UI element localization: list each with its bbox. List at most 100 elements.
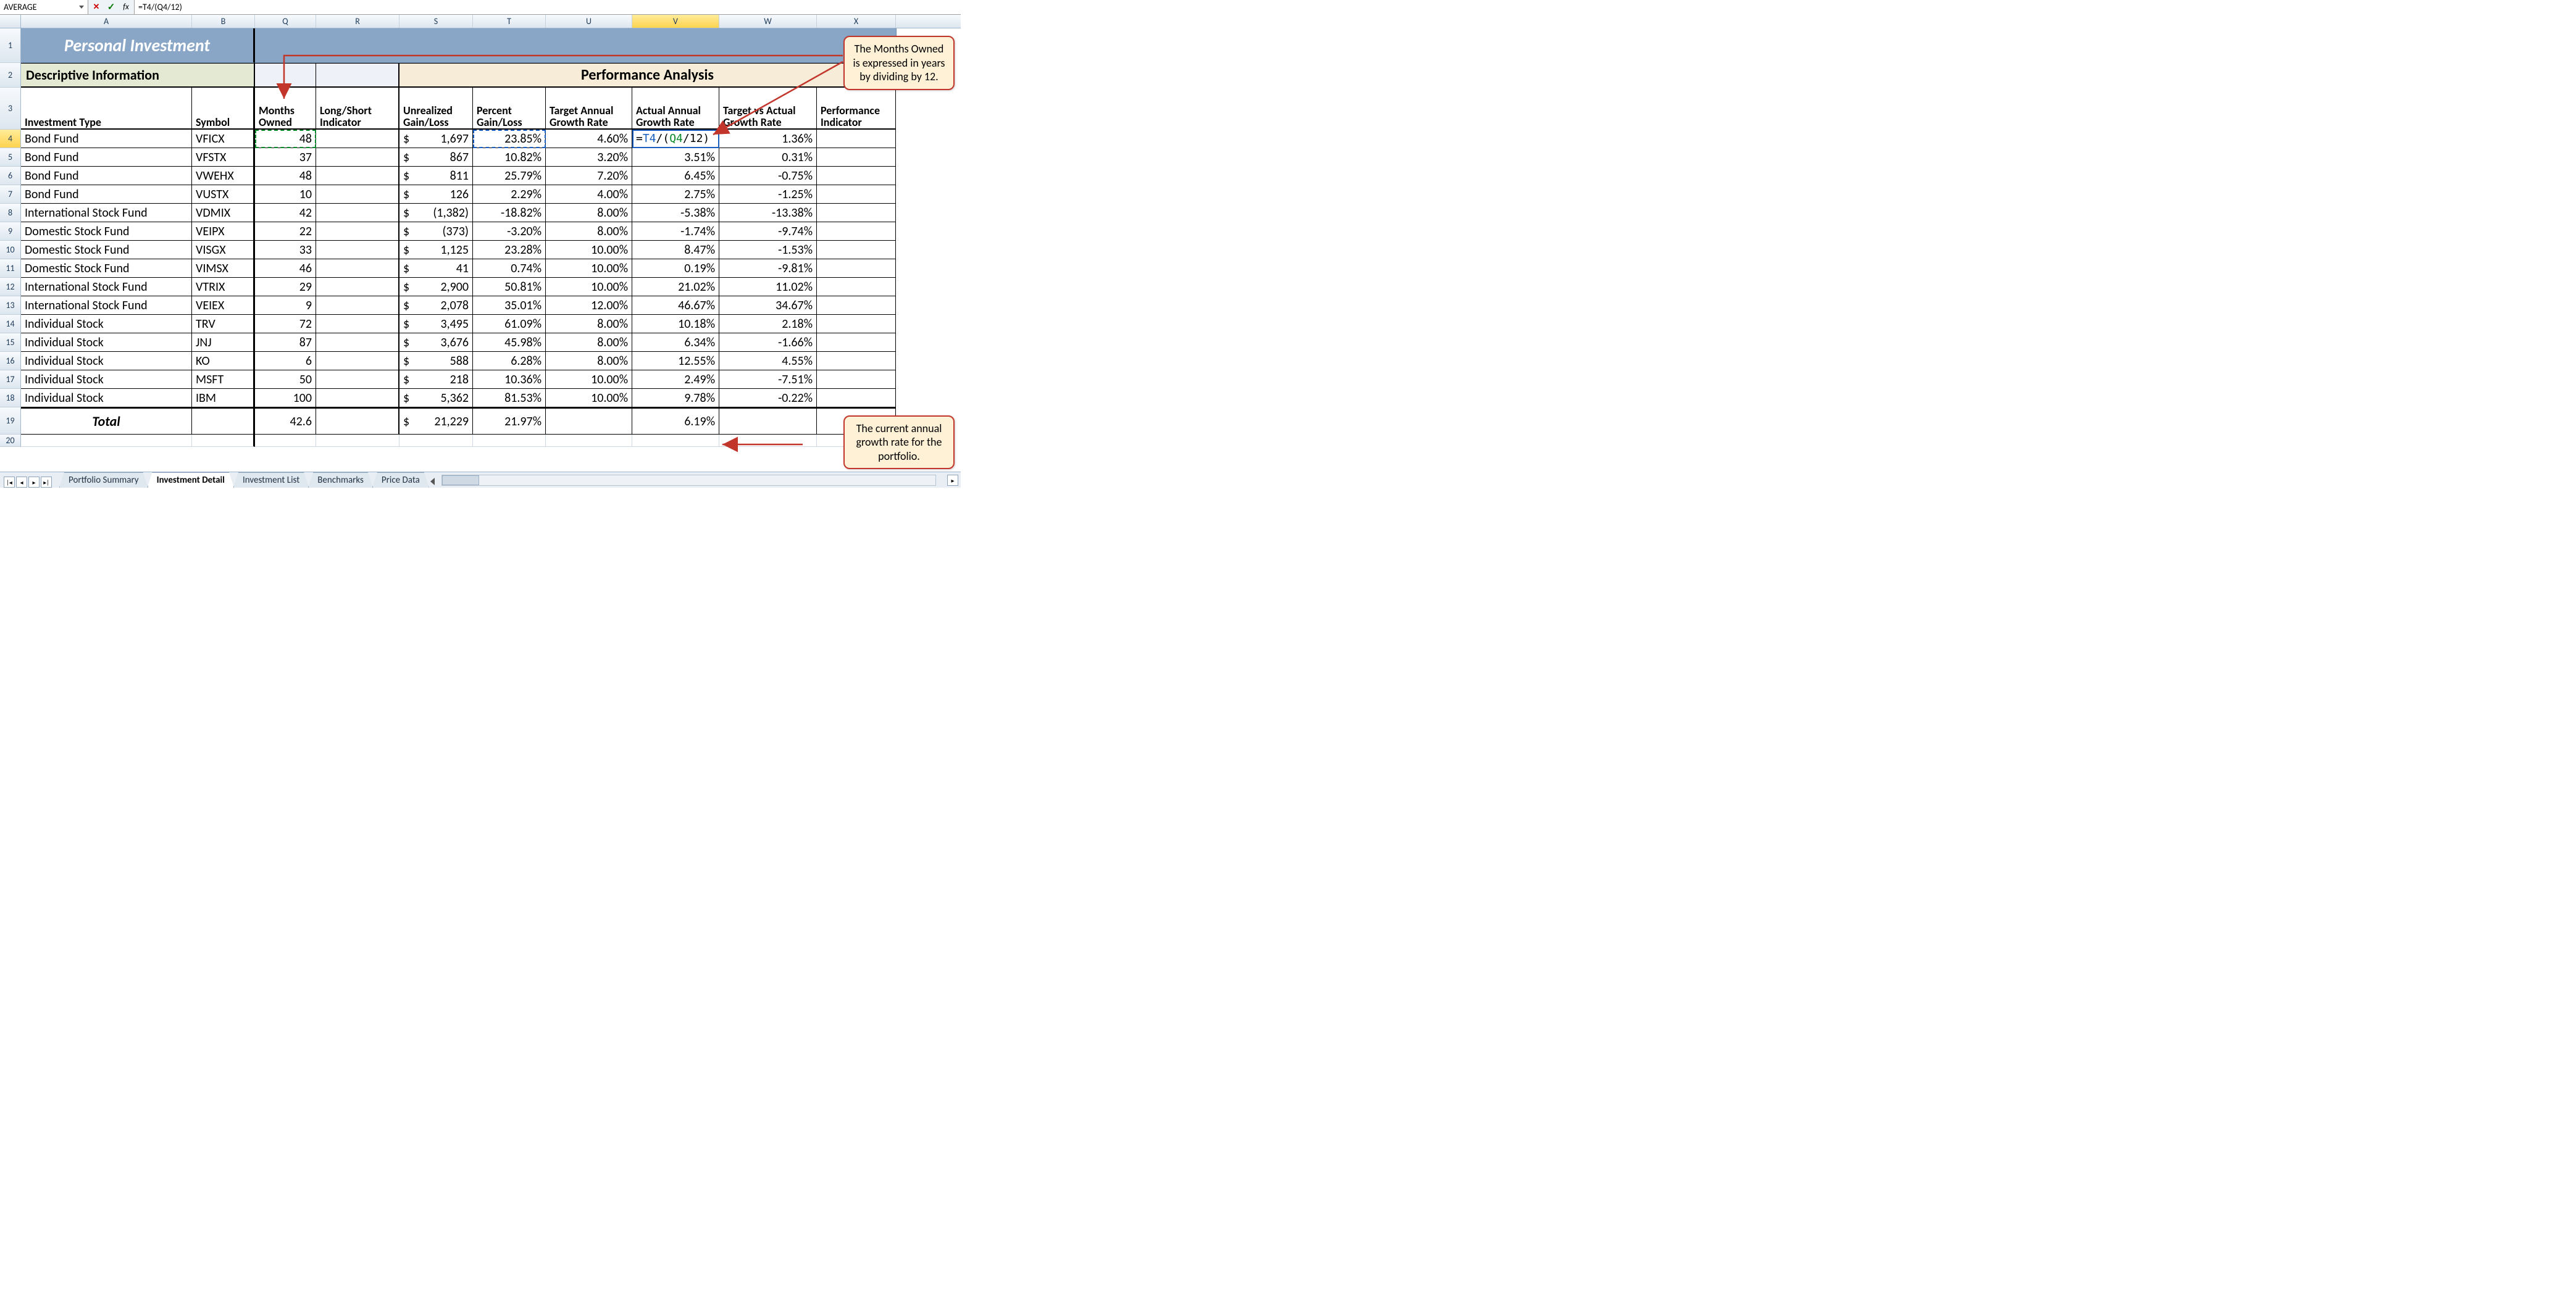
cell-symbol[interactable]: VIMSX <box>192 259 255 278</box>
col-header-U[interactable]: U <box>546 15 632 28</box>
cell-long-short[interactable] <box>316 315 399 333</box>
header-months-owned[interactable]: Months Owned <box>255 88 316 130</box>
cell-target-vs-actual[interactable]: -9.81% <box>719 259 817 278</box>
row-header-12[interactable]: 12 <box>0 278 21 296</box>
cell-investment-type[interactable]: Individual Stock <box>21 333 192 352</box>
blank-T20[interactable] <box>473 435 546 447</box>
cell-target-growth[interactable]: 8.00% <box>546 315 632 333</box>
cell-actual-growth[interactable]: 3.51% <box>632 148 719 167</box>
row-header-19[interactable]: 19 <box>0 407 21 435</box>
cell-perf-indicator[interactable] <box>817 296 896 315</box>
row-header-8[interactable]: 8 <box>0 204 21 222</box>
row-header-18[interactable]: 18 <box>0 389 21 407</box>
blank-Q20[interactable] <box>255 435 316 447</box>
blank-B20[interactable] <box>192 435 255 447</box>
cell-investment-type[interactable]: Bond Fund <box>21 185 192 204</box>
cell-percent[interactable]: 0.74% <box>473 259 546 278</box>
cell-perf-indicator[interactable] <box>817 167 896 185</box>
cell-target-vs-actual[interactable]: -7.51% <box>719 370 817 389</box>
tab-nav-next-icon[interactable]: ▸ <box>28 477 40 488</box>
cell-months-owned[interactable]: 6 <box>255 352 316 370</box>
row-header-16[interactable]: 16 <box>0 352 21 370</box>
cell-months-owned[interactable]: 33 <box>255 241 316 259</box>
cell-months-owned[interactable]: 100 <box>255 389 316 407</box>
cell-percent[interactable]: 10.82% <box>473 148 546 167</box>
cell-percent[interactable]: 35.01% <box>473 296 546 315</box>
cell-target-vs-actual[interactable]: -9.74% <box>719 222 817 241</box>
cell-months-owned[interactable]: 29 <box>255 278 316 296</box>
cell-symbol[interactable]: VISGX <box>192 241 255 259</box>
cell-actual-growth[interactable]: 8.47% <box>632 241 719 259</box>
cell-months-owned[interactable]: 42 <box>255 204 316 222</box>
cell-symbol[interactable]: VWEHX <box>192 167 255 185</box>
cell-long-short[interactable] <box>316 296 399 315</box>
cell-investment-type[interactable]: Bond Fund <box>21 148 192 167</box>
total-label-cell[interactable]: Total <box>21 407 192 435</box>
cell-months-owned[interactable]: 50 <box>255 370 316 389</box>
cell-perf-indicator[interactable] <box>817 259 896 278</box>
cell-perf-indicator[interactable] <box>817 148 896 167</box>
cell-unrealized[interactable]: $588 <box>399 352 473 370</box>
cell-symbol[interactable]: VTRIX <box>192 278 255 296</box>
row-header-17[interactable]: 17 <box>0 370 21 389</box>
total-unrealized[interactable]: $21,229 <box>399 407 473 435</box>
cell-months-owned[interactable]: 87 <box>255 333 316 352</box>
col-header-R[interactable]: R <box>316 15 399 28</box>
total-symbol[interactable] <box>192 407 255 435</box>
col-header-V[interactable]: V <box>632 15 719 28</box>
cell-unrealized[interactable]: $811 <box>399 167 473 185</box>
col-header-Q[interactable]: Q <box>255 15 316 28</box>
cell-long-short[interactable] <box>316 167 399 185</box>
formula-input[interactable]: =T4/(Q4/12) <box>134 0 961 14</box>
cell-percent[interactable]: 25.79% <box>473 167 546 185</box>
cell-months-owned[interactable]: 48 <box>255 167 316 185</box>
cell-actual-growth[interactable]: 21.02% <box>632 278 719 296</box>
section-performance[interactable]: Performance Analysis <box>399 63 896 88</box>
cell-actual-growth[interactable]: -5.38% <box>632 204 719 222</box>
cell-symbol[interactable]: VFICX <box>192 130 255 148</box>
row-header-5[interactable]: 5 <box>0 148 21 167</box>
row-header-1[interactable]: 1 <box>0 28 21 63</box>
cell-target-growth[interactable]: 12.00% <box>546 296 632 315</box>
cell-actual-growth[interactable]: 6.34% <box>632 333 719 352</box>
cell-target-growth[interactable]: 4.00% <box>546 185 632 204</box>
cell-target-growth[interactable]: 10.00% <box>546 241 632 259</box>
section-gap-q[interactable] <box>255 63 316 88</box>
cell-symbol[interactable]: VFSTX <box>192 148 255 167</box>
cell-unrealized[interactable]: $2,900 <box>399 278 473 296</box>
name-box-dropdown-icon[interactable] <box>79 6 84 9</box>
cell-actual-growth[interactable]: 10.18% <box>632 315 719 333</box>
cell-investment-type[interactable]: International Stock Fund <box>21 278 192 296</box>
cell-long-short[interactable] <box>316 370 399 389</box>
cell-investment-type[interactable]: Individual Stock <box>21 352 192 370</box>
cell-unrealized[interactable]: $126 <box>399 185 473 204</box>
cell-actual-growth[interactable]: 2.75% <box>632 185 719 204</box>
col-header-W[interactable]: W <box>719 15 817 28</box>
total-target-growth[interactable] <box>546 407 632 435</box>
cell-target-growth[interactable]: 4.60% <box>546 130 632 148</box>
cell-unrealized[interactable]: $867 <box>399 148 473 167</box>
header-actual-growth[interactable]: Actual Annual Growth Rate <box>632 88 719 130</box>
cell-actual-growth[interactable]: 9.78% <box>632 389 719 407</box>
cell-target-growth[interactable]: 3.20% <box>546 148 632 167</box>
cell-unrealized[interactable]: $1,697 <box>399 130 473 148</box>
cell-long-short[interactable] <box>316 259 399 278</box>
section-descriptive[interactable]: Descriptive Information <box>21 63 255 88</box>
cell-target-vs-actual[interactable]: 4.55% <box>719 352 817 370</box>
cell-percent[interactable]: 6.28% <box>473 352 546 370</box>
cell-target-vs-actual[interactable]: 0.31% <box>719 148 817 167</box>
row-header-14[interactable]: 14 <box>0 315 21 333</box>
cell-unrealized[interactable]: $1,125 <box>399 241 473 259</box>
section-gap-r[interactable] <box>316 63 399 88</box>
cell-long-short[interactable] <box>316 389 399 407</box>
col-header-S[interactable]: S <box>399 15 473 28</box>
cell-actual-growth[interactable]: 0.19% <box>632 259 719 278</box>
cell-percent[interactable]: 45.98% <box>473 333 546 352</box>
cell-long-short[interactable] <box>316 130 399 148</box>
cell-target-growth[interactable]: 10.00% <box>546 278 632 296</box>
cell-symbol[interactable]: KO <box>192 352 255 370</box>
cell-target-growth[interactable]: 8.00% <box>546 352 632 370</box>
cell-symbol[interactable]: IBM <box>192 389 255 407</box>
cell-target-vs-actual[interactable]: 11.02% <box>719 278 817 296</box>
cell-long-short[interactable] <box>316 241 399 259</box>
